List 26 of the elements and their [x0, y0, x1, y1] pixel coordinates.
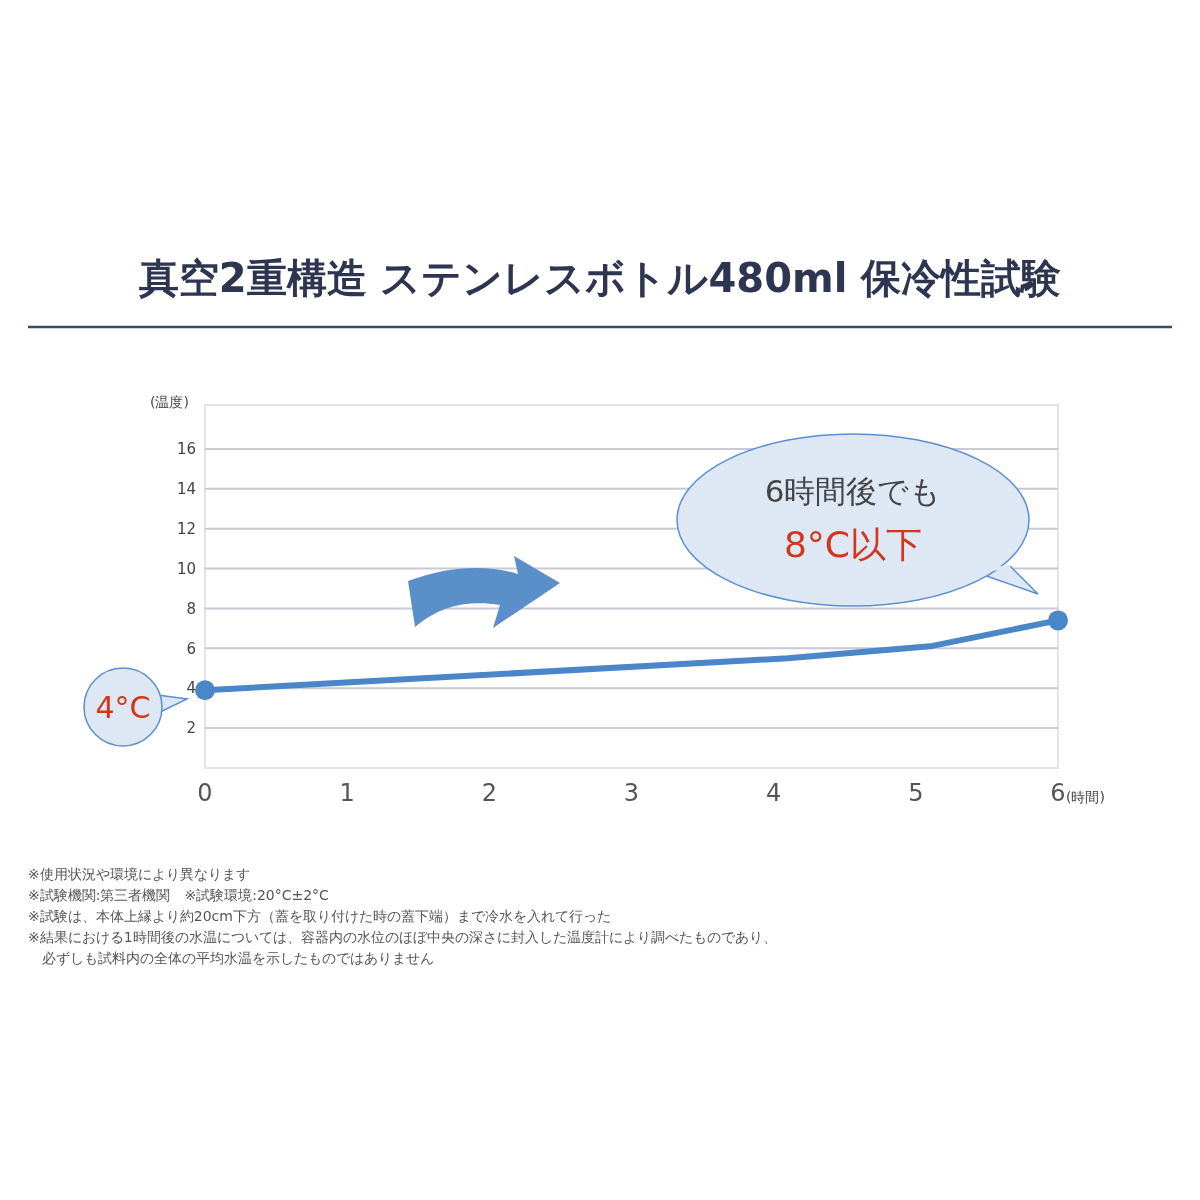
- x-tick-label: 0: [197, 779, 213, 807]
- x-tick-label: 3: [623, 779, 640, 807]
- annotation: 6時間後でも: [764, 473, 942, 509]
- y-tick-label: 14: [176, 480, 196, 499]
- y-tick-label: 8: [186, 599, 196, 618]
- y-tick-label: 16: [176, 440, 196, 459]
- text: ※試験は、本体上縁より約20cm下方（蓋を取り付けた時の蓋下端）まで冷水を入れて行った: [28, 908, 611, 924]
- x-tick-label: 1: [339, 779, 355, 807]
- y-tick-label: 10: [176, 559, 196, 578]
- y-axis-title: (温度): [150, 394, 189, 410]
- annotation: 8°C以下: [783, 524, 923, 565]
- x-tick-label: 6: [1050, 779, 1066, 807]
- text: ※結果における1時間後の水温については、容器内の水位のほぼ中央の深さに封入した温度計により調べたものであり、: [28, 929, 777, 945]
- x-axis-title: (時間): [1066, 789, 1105, 805]
- text: 4°C: [95, 690, 151, 725]
- chart-title: 真空2重構造 ステンレスボトル480ml 保冷性試験: [137, 255, 1062, 301]
- y-tick-label: 4: [186, 679, 196, 698]
- x-tick-label: 5: [908, 779, 924, 807]
- y-tick-label: 12: [176, 519, 196, 538]
- text: ※使用状況や環境により異なります: [28, 866, 250, 882]
- y-tick-label: 6: [186, 639, 196, 658]
- x-tick-label: 4: [766, 779, 782, 807]
- text: ※試験機関:第三者機関 ※試験環境:20°C±2°C: [28, 887, 330, 903]
- text: 必ずしも試料内の全体の平均水温を示したものではありません: [28, 950, 434, 966]
- x-tick-label: 2: [481, 779, 497, 807]
- y-tick-label: 2: [186, 719, 196, 738]
